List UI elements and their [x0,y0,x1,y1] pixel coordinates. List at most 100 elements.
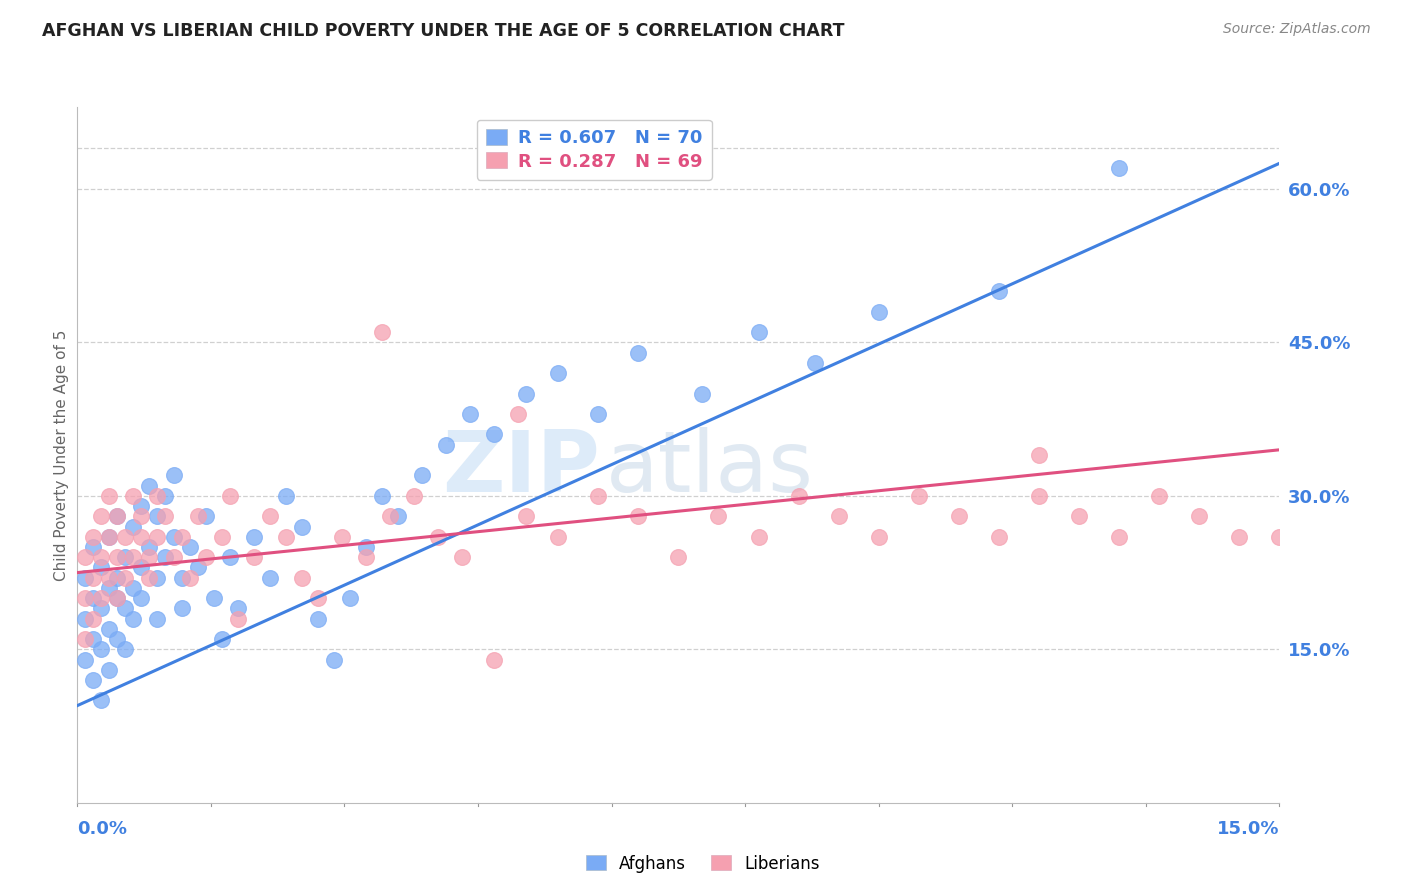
Point [131,560,153,574]
Point [179,571,201,585]
Point [107,550,129,565]
Point [82,612,104,626]
Point [226,612,249,626]
Point [1028,448,1050,462]
Point [547,530,569,544]
Point [211,632,233,646]
Point [211,530,233,544]
Point [187,509,209,524]
Point [194,509,217,524]
Point [138,478,160,492]
Point [627,509,650,524]
Point [242,530,264,544]
Point [402,489,425,503]
Point [274,489,297,503]
Point [107,509,129,524]
Point [828,509,851,524]
Point [339,591,361,606]
Point [82,591,104,606]
Point [90,601,112,615]
Point [114,601,136,615]
Point [162,468,184,483]
Point [131,591,153,606]
Point [427,530,450,544]
Point [1188,509,1211,524]
Point [131,509,153,524]
Point [75,612,97,626]
Point [138,550,160,565]
Point [259,571,281,585]
Point [218,550,240,565]
Point [371,489,394,503]
Point [82,530,104,544]
Text: ZIP: ZIP [443,427,600,510]
Point [451,550,474,565]
Point [98,489,121,503]
Point [122,519,145,533]
Point [434,438,457,452]
Point [90,693,112,707]
Point [114,642,136,657]
Point [803,356,825,370]
Point [114,571,136,585]
Point [274,530,297,544]
Point [98,530,121,544]
Y-axis label: Child Poverty Under the Age of 5: Child Poverty Under the Age of 5 [53,329,69,581]
Point [354,550,377,565]
Legend: Afghans, Liberians: Afghans, Liberians [579,848,827,880]
Point [330,530,353,544]
Point [131,530,153,544]
Point [482,427,505,442]
Point [98,663,121,677]
Point [90,509,112,524]
Point [322,652,344,666]
Point [1108,161,1130,176]
Point [242,550,264,565]
Point [291,519,314,533]
Point [307,612,329,626]
Point [259,509,281,524]
Text: Source: ZipAtlas.com: Source: ZipAtlas.com [1223,22,1371,37]
Point [354,540,377,554]
Point [588,489,610,503]
Point [588,407,610,421]
Point [155,550,177,565]
Point [75,652,97,666]
Point [107,591,129,606]
Point [1108,530,1130,544]
Point [90,642,112,657]
Point [1069,509,1091,524]
Point [122,612,145,626]
Point [138,540,160,554]
Point [114,550,136,565]
Point [1149,489,1171,503]
Point [162,530,184,544]
Legend: R = 0.607   N = 70, R = 0.287   N = 69: R = 0.607 N = 70, R = 0.287 N = 69 [477,120,711,179]
Point [146,612,169,626]
Text: 15.0%: 15.0% [1218,820,1279,838]
Point [131,499,153,513]
Point [508,407,530,421]
Point [82,540,104,554]
Point [90,550,112,565]
Point [98,571,121,585]
Point [82,673,104,687]
Point [1028,489,1050,503]
Point [75,591,97,606]
Point [170,571,193,585]
Point [146,530,169,544]
Point [82,571,104,585]
Point [748,530,770,544]
Point [988,284,1011,298]
Point [218,489,240,503]
Point [75,550,97,565]
Point [378,509,401,524]
Point [692,386,714,401]
Point [202,591,225,606]
Point [98,581,121,595]
Text: atlas: atlas [606,427,814,510]
Point [90,560,112,574]
Point [291,571,314,585]
Point [988,530,1011,544]
Point [187,560,209,574]
